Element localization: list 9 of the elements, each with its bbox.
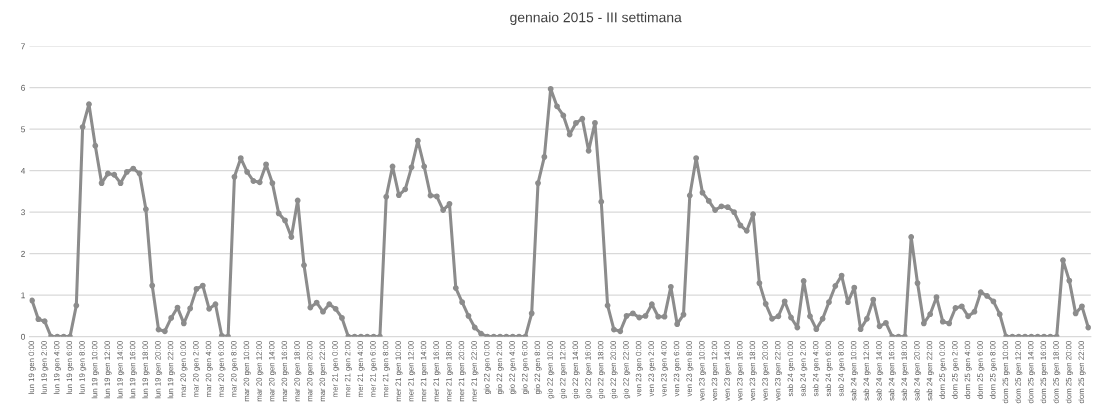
y-tick-label: 5 xyxy=(21,126,25,133)
y-tick-label: 0 xyxy=(21,333,26,340)
y-tick-label: 4 xyxy=(20,167,26,174)
y-tick-label: 2 xyxy=(21,250,25,257)
y-tick-label: 1 xyxy=(21,292,25,299)
y-tick-label: 6 xyxy=(21,84,25,91)
y-tick-label: 7 xyxy=(21,43,25,50)
y-tick-label: 3 xyxy=(21,209,25,216)
chart-title: gennaio 2015 - III settimana xyxy=(510,12,682,26)
